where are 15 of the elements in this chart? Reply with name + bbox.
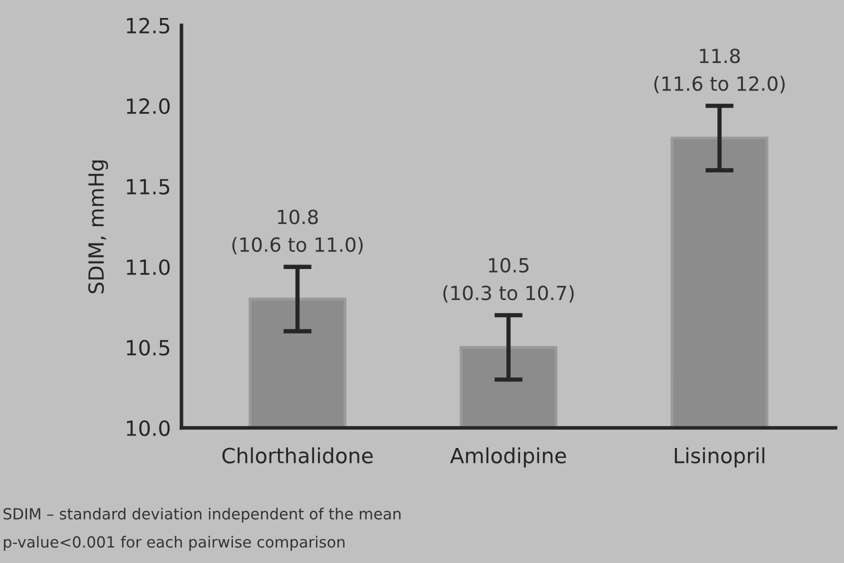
- y-tick-label: 10.5: [126, 340, 170, 356]
- y-axis-title: SDIM, mmHg: [88, 160, 108, 294]
- text: p-value<0.001 for each pairwise comparison: [4, 536, 344, 551]
- x-tick-label: Amlodipine: [450, 447, 566, 468]
- y-tick-label: 11.0: [126, 259, 170, 276]
- data-label: 10.8 (10.6 to 11.0): [232, 210, 363, 254]
- y-tick-label: 10.0: [126, 420, 170, 436]
- data-label: 10.5 (10.3 to 10.7): [443, 258, 574, 303]
- y-tick-label: 12.0: [126, 98, 170, 114]
- text: SDIM – standard deviation independent of the mean: [4, 508, 400, 523]
- x-tick-label: Lisinopril: [674, 447, 764, 468]
- y-tick-label: 12.5: [126, 18, 170, 34]
- y-tick-label: 11.5: [126, 179, 170, 195]
- data-label: 11.8 (11.6 to 12.0): [654, 48, 785, 94]
- x-tick-label: Chlorthalidone: [222, 447, 373, 464]
